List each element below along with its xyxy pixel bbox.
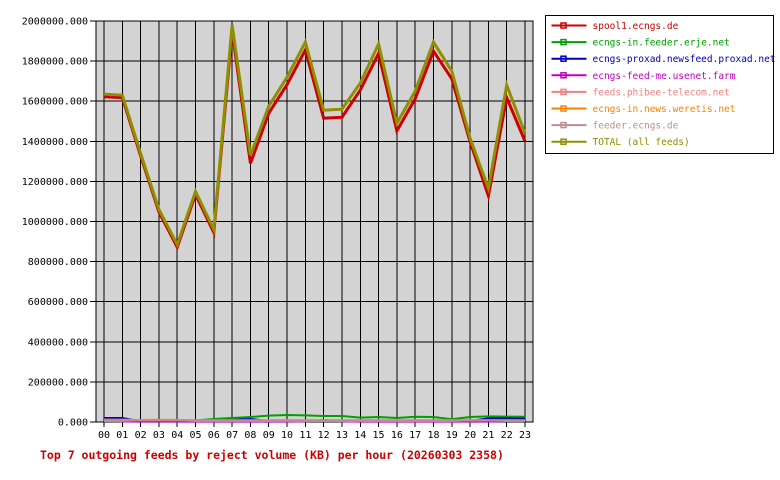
y-tick-label: 1200000.000 [22,177,88,188]
legend-marker-square [560,38,567,46]
legend-label: spool1.ecngs.de [593,21,679,32]
x-tick-label: 04 [171,430,183,441]
x-tick-label: 08 [244,430,256,441]
x-tick-label: 18 [427,430,439,441]
y-tick-label: 800000.000 [28,257,88,268]
x-tick-label: 20 [464,430,476,441]
legend-label: ecngs-in.news.weretis.net [593,104,736,115]
y-tick-label: 1600000.000 [22,97,88,108]
x-tick-label: 15 [373,430,385,441]
x-tick-label: 16 [391,430,403,441]
x-tick-label: 11 [299,430,311,441]
y-tick-label: 200000.000 [28,377,88,388]
x-tick-label: 10 [281,430,293,441]
legend-marker-square [560,121,567,129]
legend-label: ecngs-in.feeder.erje.net [593,38,730,49]
x-tick-label: 14 [354,430,366,441]
legend-label: feeder.ecngs.de [593,121,679,132]
legend-marker-square [560,105,567,112]
y-tick-label: 2000000.000 [22,17,88,28]
x-tick-label: 19 [446,430,458,441]
legend-label: ecngs-feed-me.usenet.farm [593,71,736,82]
legend-marker-square [560,138,567,145]
x-tick-label: 00 [98,430,110,441]
x-tick-label: 09 [263,430,275,441]
x-tick-label: 23 [519,430,531,441]
legend-label: TOTAL (all feeds) [593,137,690,148]
legend-marker-square [560,72,567,79]
x-tick-label: 01 [116,430,128,441]
y-tick-label: 1000000.000 [22,217,88,228]
x-tick-label: 17 [409,430,421,441]
chart-title: Top 7 outgoing feeds by reject volume (K… [40,448,504,462]
x-tick-label: 22 [501,430,513,441]
x-tick-label: 05 [189,430,201,441]
legend-box [545,15,774,154]
legend-label: ecngs-proxad.newsfeed.proxad.net [593,54,776,65]
series-line-total-all-feeds- [103,24,527,249]
y-tick-label: 1800000.000 [22,57,88,68]
x-tick-label: 02 [135,430,147,441]
legend-marker-square [560,55,567,62]
legend-marker-square [560,88,567,96]
y-tick-label: 600000.000 [28,297,88,308]
x-tick-label: 12 [318,430,330,441]
x-tick-label: 13 [336,430,348,441]
x-tick-label: 21 [482,430,494,441]
legend-marker-square [560,22,567,29]
y-tick-label: 1400000.000 [22,137,88,148]
x-tick-label: 03 [153,430,165,441]
y-tick-label: 400000.000 [28,337,88,348]
y-tick-label: 0.000 [58,418,88,429]
legend-label: feeds.phibee-telecom.net [593,87,730,98]
x-tick-label: 06 [208,430,220,441]
x-tick-label: 07 [226,430,238,441]
